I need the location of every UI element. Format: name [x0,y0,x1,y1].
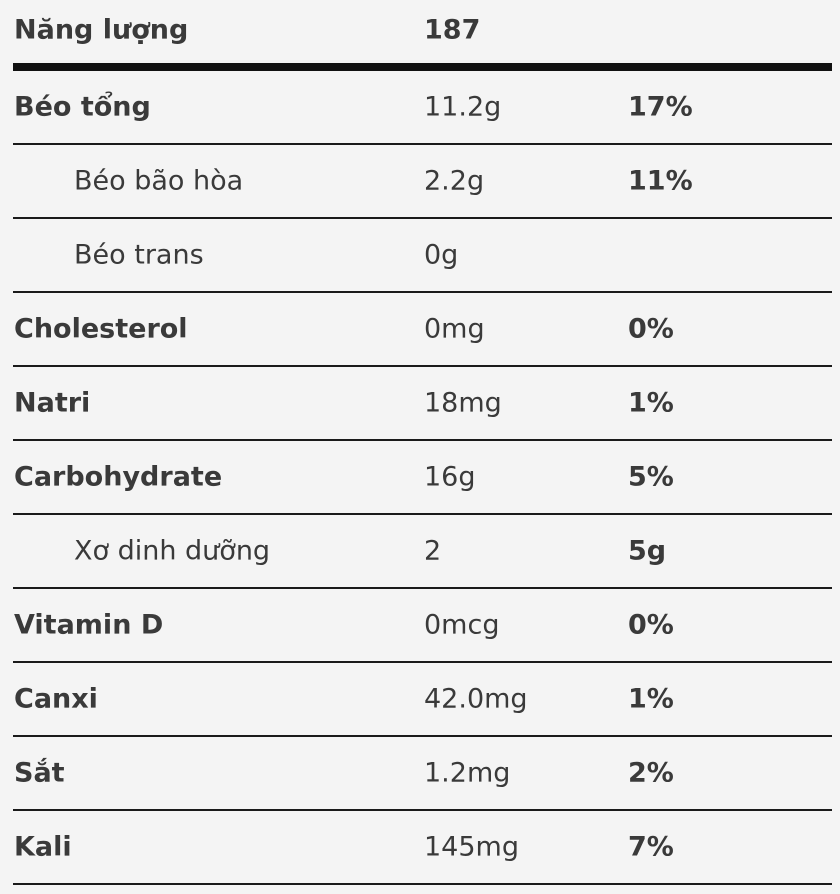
thick-divider [13,63,832,71]
nutrient-amount: 11.2g [424,91,502,123]
nutrient-name: Xơ dinh dưỡng [74,535,271,567]
nutrient-name: Béo bão hòa [74,165,244,197]
nutrient-amount: 145mg [424,831,519,863]
nutrient-row-calcium: Canxi 42.0mg 1% [13,663,832,737]
nutrient-daily-value: 5g [628,535,667,567]
nutrient-daily-value: 2% [628,757,674,789]
nutrient-name: Vitamin D [14,609,164,641]
nutrient-daily-value: 17% [628,91,693,123]
nutrient-row-vitamin-d: Vitamin D 0mcg 0% [13,589,832,663]
nutrient-row-cholesterol: Cholesterol 0mg 0% [13,293,832,367]
nutrient-amount: 1.2mg [424,757,511,789]
nutrient-daily-value: 5% [628,461,674,493]
nutrient-amount: 18mg [424,387,502,419]
nutrient-daily-value: 1% [628,387,674,419]
nutrient-row-fiber: Xơ dinh dưỡng 2 5g [13,515,832,589]
nutrient-amount: 42.0mg [424,683,528,715]
energy-value: 187 [424,14,481,46]
nutrient-row-saturated-fat: Béo bão hòa 2.2g 11% [13,145,832,219]
nutrient-name: Béo tổng [14,91,151,123]
nutrient-daily-value: 11% [628,165,693,197]
energy-label: Năng lượng [14,14,189,46]
nutrient-row-carbohydrate: Carbohydrate 16g 5% [13,441,832,515]
nutrient-name: Carbohydrate [14,461,223,493]
nutrient-amount: 2.2g [424,165,485,197]
nutrient-amount: 0mg [424,313,485,345]
nutrient-row-trans-fat: Béo trans 0g [13,219,832,293]
energy-row: Năng lượng 187 [0,0,840,60]
nutrient-name: Cholesterol [14,313,188,345]
nutrient-name: Natri [14,387,91,419]
nutrient-row-potassium: Kali 145mg 7% [13,811,832,885]
nutrient-name: Béo trans [74,239,204,271]
nutrient-amount: 2 [424,535,442,567]
nutrient-rows: Béo tổng 11.2g 17% Béo bão hòa 2.2g 11% … [0,71,840,885]
nutrient-row-total-fat: Béo tổng 11.2g 17% [13,71,832,145]
nutrient-name: Kali [14,831,72,863]
nutrient-name: Sắt [14,757,65,789]
nutrient-name: Canxi [14,683,98,715]
nutrient-row-sodium: Natri 18mg 1% [13,367,832,441]
nutrient-amount: 0g [424,239,459,271]
nutrient-daily-value: 7% [628,831,674,863]
nutrient-amount: 0mcg [424,609,500,641]
nutrient-amount: 16g [424,461,476,493]
nutrient-daily-value: 0% [628,313,674,345]
nutrient-daily-value: 1% [628,683,674,715]
nutrient-daily-value: 0% [628,609,674,641]
nutrient-row-iron: Sắt 1.2mg 2% [13,737,832,811]
